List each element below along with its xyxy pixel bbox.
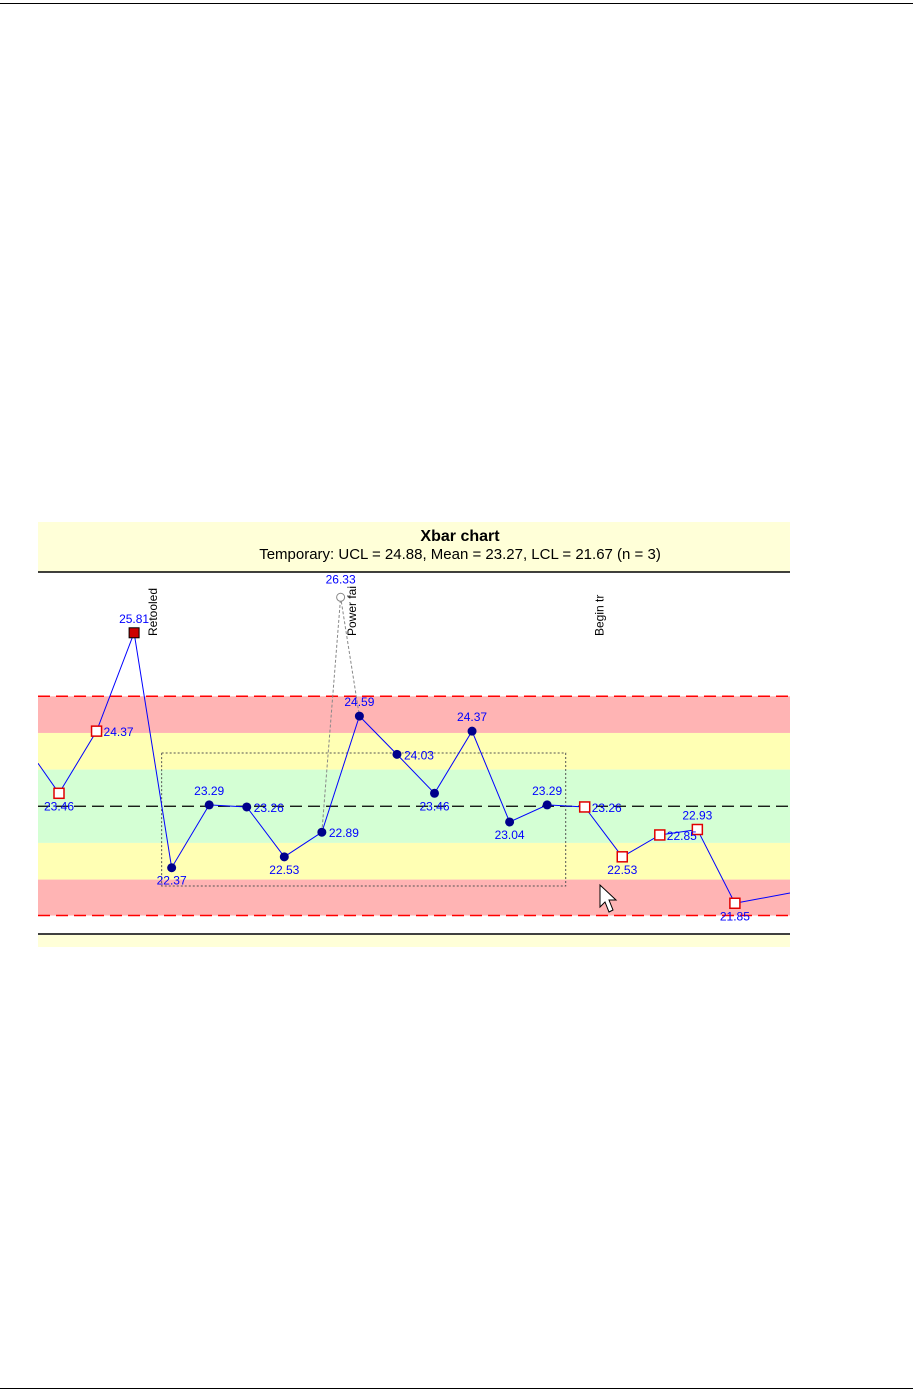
data-point-flagged: [729, 897, 741, 910]
xbar-chart[interactable]: Xbar chart Temporary: UCL = 24.88, Mean …: [38, 522, 790, 947]
excluded-point-marker: [336, 592, 346, 602]
data-point-dot: [204, 800, 214, 810]
chart-subtitle: Temporary: UCL = 24.88, Mean = 23.27, LC…: [259, 546, 661, 563]
data-point-dot: [317, 827, 327, 837]
data-point-flagged: [691, 823, 704, 836]
data-label: 22.89: [329, 826, 359, 840]
data-label: 23.29: [194, 784, 224, 798]
data-label: 23.04: [495, 828, 525, 842]
mouse-pointer-icon: [599, 883, 618, 913]
data-label: 24.03: [404, 748, 434, 762]
annotation-label: Begin tr: [593, 595, 607, 636]
data-point-dot: [242, 802, 252, 812]
data-point-dot: [505, 817, 515, 827]
data-point-dot: [467, 726, 477, 736]
data-label: 23.26: [254, 801, 284, 815]
data-label: 24.59: [344, 695, 374, 709]
chart-title: Xbar chart: [420, 528, 500, 545]
data-point-dot: [167, 863, 177, 873]
data-label: 23.29: [532, 784, 562, 798]
series-line-bridge: [321, 715, 360, 833]
data-point-flagged: [616, 851, 628, 863]
zone-a-upper: [38, 696, 790, 733]
data-label: 23.46: [419, 799, 449, 813]
data-point-flagged: [90, 725, 103, 737]
data-label: 22.53: [269, 863, 299, 877]
page-top-rule: [0, 3, 913, 4]
data-label: 23.46: [44, 799, 74, 813]
data-point-out-of-control: [128, 627, 140, 639]
xbar-chart-panel[interactable]: Xbar chart Temporary: UCL = 24.88, Mean …: [38, 522, 790, 947]
data-label: 22.37: [157, 874, 187, 888]
data-point-flagged: [578, 801, 591, 813]
data-point-dot: [279, 852, 289, 862]
data-point-dot: [430, 788, 439, 798]
series-line: [58, 630, 323, 870]
zone-b-lower: [38, 842, 790, 880]
chart-header-background: [38, 522, 790, 572]
data-label: 22.85: [667, 829, 697, 843]
data-label: 25.81: [119, 612, 149, 626]
zone-b-upper: [38, 732, 790, 770]
data-label: 24.37: [457, 710, 487, 724]
series-line-trail: [734, 892, 790, 904]
data-label: 21.85: [720, 909, 750, 923]
annotation-label: Retooled: [146, 588, 160, 636]
data-label: 22.93: [682, 808, 712, 822]
page-bottom-rule: [0, 1388, 913, 1389]
data-point-dot: [392, 749, 402, 759]
data-label: 24.37: [104, 725, 134, 739]
data-label: 22.53: [607, 863, 637, 877]
data-point-dot: [354, 711, 364, 721]
chart-footer-background: [38, 935, 790, 947]
data-label: 23.26: [592, 801, 622, 815]
data-point-flagged: [654, 829, 666, 841]
data-point-flagged: [53, 787, 65, 800]
data-point-dot: [542, 800, 552, 810]
annotation-label: Power fai: [345, 586, 359, 636]
zone-a-lower: [38, 879, 790, 916]
excluded-point-label: 26.33: [326, 572, 356, 586]
